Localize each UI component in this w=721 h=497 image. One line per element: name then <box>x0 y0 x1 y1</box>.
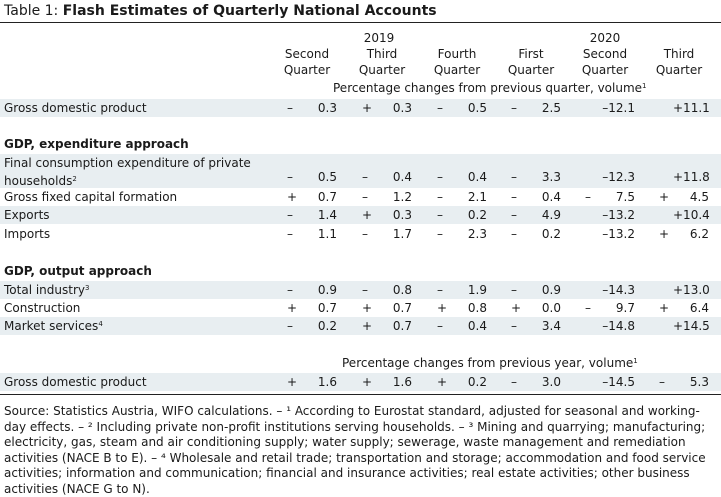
table-title: Table 1: Flash Estimates of Quarterly Na… <box>4 3 437 19</box>
row-fce-bg <box>0 154 721 188</box>
col-2019-q4: Fourth Quarter <box>433 47 481 77</box>
row-market-services: Market services4 –0.2 +0.7–0.4–3.4 –14.8 +1… <box>0 317 721 335</box>
value-cell: –0.9 <box>511 283 561 297</box>
value-cell: +0.7 <box>362 319 412 333</box>
row-industry: Total industry3 –0.9–0.8–1.9–0.9 –14.3 +13… <box>0 281 721 299</box>
value-cell: –0.3 <box>287 101 337 115</box>
label-fce: Final consumption expenditure of private… <box>4 156 251 188</box>
value-cell: –5.3 <box>659 375 709 389</box>
source-note: Source: Statistics Austria, WIFO calcula… <box>4 404 706 496</box>
value-cell: –0.2 <box>437 208 487 222</box>
value-cell: –0.4 <box>511 190 561 204</box>
value-cell: –9.7 <box>585 301 635 315</box>
unit-year: Percentage changes from previous year, v… <box>342 356 638 370</box>
row-exports: Exports –1.4 +0.3–0.2–4.9 –13.2 +10.4 <box>0 206 721 224</box>
unit-quarter: Percentage changes from previous quarter… <box>333 81 647 95</box>
year-2020: 2020 <box>589 31 621 45</box>
value-cell: –13.2 <box>602 208 635 222</box>
value-cell: –1.1 <box>287 227 337 241</box>
year-2019: 2019 <box>363 31 395 45</box>
row-gfcf: Gross fixed capital formation +0.7–1.2–2… <box>4 190 709 204</box>
value-cell: –1.9 <box>437 283 487 297</box>
section-output: GDP, output approach <box>4 264 152 278</box>
row-gdp-quarter: Gross domestic product –0.3 +0.3–0.5–2.5–… <box>0 99 721 117</box>
value-cell: –0.5 <box>437 101 487 115</box>
value-cell: +0.2 <box>437 375 487 389</box>
value-cell: +4.5 <box>659 190 709 204</box>
value-cell: –0.4 <box>362 170 412 184</box>
value-cell: –2.1 <box>437 190 487 204</box>
value-cell: +0.3 <box>362 101 412 115</box>
value-cell: –12.1 <box>602 101 635 115</box>
col-2020-q1: First Quarter <box>507 47 555 77</box>
value-cell: –12.3 <box>602 170 635 184</box>
value-cell: –0.4 <box>437 170 487 184</box>
row-fce: –0.5 –0.4 –0.4 –3.3 –12.3 +11.8 <box>0 168 721 186</box>
value-cell: –14.3 <box>602 283 635 297</box>
value-cell: +0.7 <box>287 301 337 315</box>
col-2019-q3: Third Quarter <box>358 47 406 77</box>
value-cell: –0.2 <box>511 227 561 241</box>
value-cell: –3.3 <box>511 170 561 184</box>
value-cell: –2.3 <box>437 227 487 241</box>
bottom-rule <box>0 394 721 395</box>
value-cell: +10.4 <box>673 208 710 222</box>
value-cell: +1.6 <box>362 375 412 389</box>
row-construction: Construction +0.7 +0.7 +0.8 +0.0–9.7 +6.4 <box>4 301 709 315</box>
value-cell: –0.9 <box>287 283 337 297</box>
value-cell: –3.4 <box>511 319 561 333</box>
value-cell: –13.2 <box>602 227 635 241</box>
value-cell: –4.9 <box>511 208 561 222</box>
value-cell: –0.2 <box>287 319 337 333</box>
value-cell: –7.5 <box>585 190 635 204</box>
value-cell: –2.5 <box>511 101 561 115</box>
value-cell: +0.7 <box>362 301 412 315</box>
col-2020-q3: Third Quarter <box>655 47 703 77</box>
value-cell: –14.5 <box>602 375 635 389</box>
value-cell: –0.4 <box>437 319 487 333</box>
value-cell: +13.0 <box>673 283 710 297</box>
col-2019-q2: Second Quarter <box>283 47 331 77</box>
value-cell: +6.2 <box>659 227 709 241</box>
value-cell: –3.0 <box>511 375 561 389</box>
value-cell: +0.8 <box>437 301 487 315</box>
value-cell: –0.8 <box>362 283 412 297</box>
value-cell: –0.5 <box>287 170 337 184</box>
value-cell: +0.7 <box>287 190 337 204</box>
value-cell: +0.0 <box>511 301 561 315</box>
top-rule <box>0 22 721 23</box>
value-cell: –1.7 <box>362 227 412 241</box>
value-cell: +11.8 <box>673 170 710 184</box>
row-gdp-year: Gross domestic product +1.6 +1.6 +0.2–3.0–… <box>0 373 721 391</box>
value-cell: –1.4 <box>287 208 337 222</box>
value-cell: +1.6 <box>287 375 337 389</box>
value-cell: –14.8 <box>602 319 635 333</box>
col-2020-q2: Second Quarter <box>581 47 629 77</box>
row-imports: Imports –1.1–1.7–2.3–0.2 –13.2 +6.2 <box>4 227 709 241</box>
value-cell: +14.5 <box>673 319 710 333</box>
value-cell: +0.3 <box>362 208 412 222</box>
section-expenditure: GDP, expenditure approach <box>4 137 189 151</box>
value-cell: +11.1 <box>673 101 710 115</box>
value-cell: –1.2 <box>362 190 412 204</box>
value-cell: +6.4 <box>659 301 709 315</box>
